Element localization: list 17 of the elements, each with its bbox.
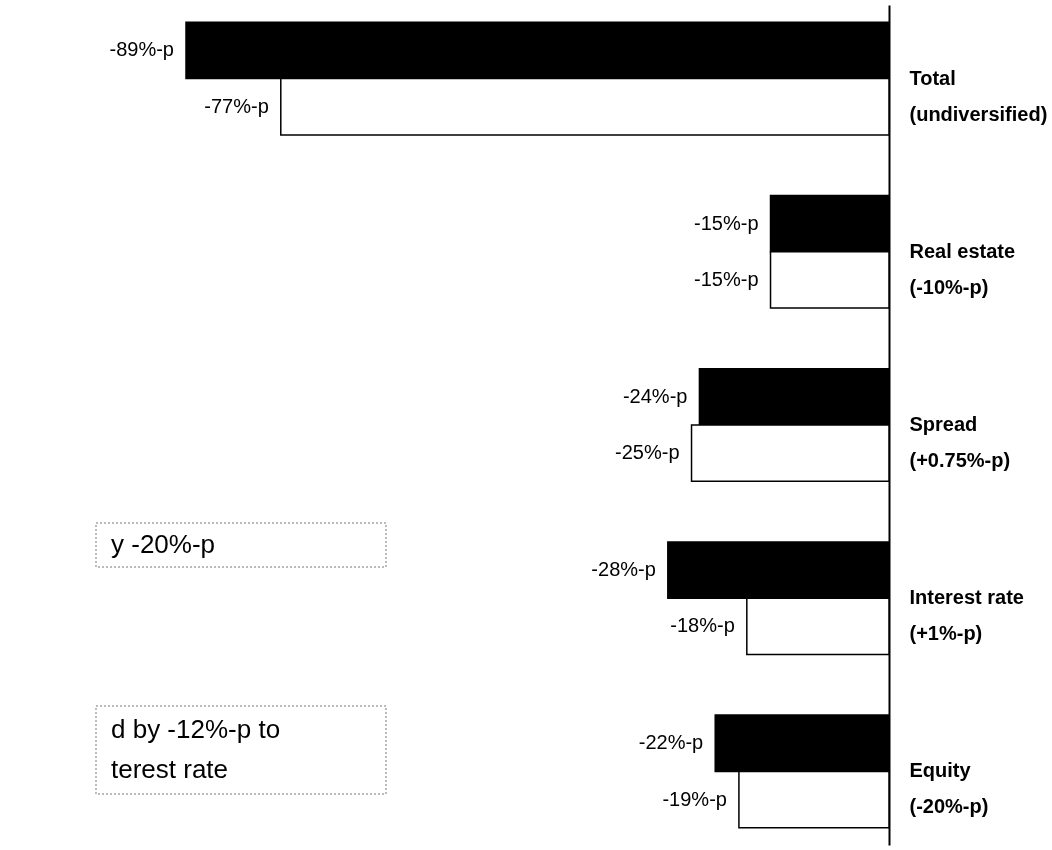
data-label: -18%-p (670, 614, 735, 637)
y-tick-label: Real estate (-10%-p) (909, 239, 1016, 298)
y-tick-label: Interest rate (+1%-p) (909, 586, 1024, 645)
data-label: -19%-p (662, 787, 727, 810)
annotation: y -20%-p (111, 529, 216, 559)
data-label: -89%-p (109, 38, 174, 61)
data-label: -28%-p (591, 558, 656, 581)
data-label: -22%-p (638, 731, 704, 754)
data-label: -15%-p (694, 211, 759, 234)
y-tick-label: Spread (+0.75%-p) (909, 413, 1011, 471)
data-label: -24%-p (622, 384, 688, 407)
annotation: d by -12%-p to terest rate (111, 714, 281, 784)
y-tick-label: Equity (-20%-p) (909, 759, 989, 818)
y-tick-label: Total (undiversified) (909, 66, 1048, 125)
data-label: -77%-p (204, 94, 269, 117)
data-label: -15%-p (694, 267, 759, 290)
data-label: -25%-p (615, 441, 680, 464)
